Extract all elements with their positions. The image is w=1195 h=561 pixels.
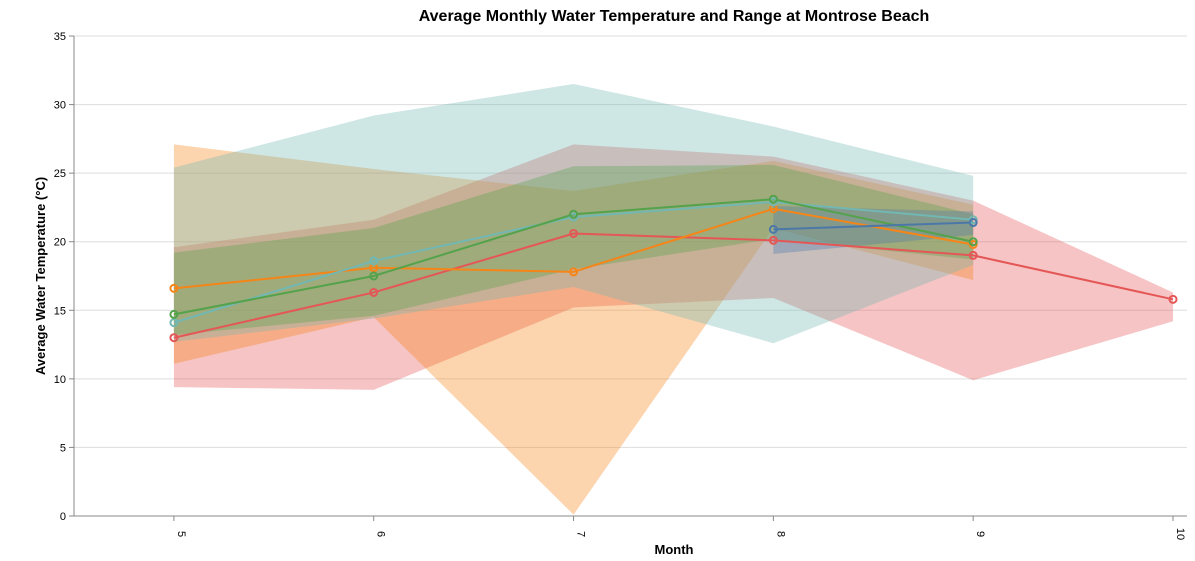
series-line-5 <box>773 221 974 231</box>
y-tick-label: 25 <box>54 168 66 180</box>
data-point[interactable] <box>169 318 179 328</box>
data-point[interactable] <box>569 267 579 277</box>
x-tick-label: 5 <box>175 531 187 537</box>
data-point[interactable] <box>968 250 978 260</box>
x-tick-label: 6 <box>375 531 387 537</box>
grid <box>74 35 1187 517</box>
y-tick-label: 30 <box>54 100 66 112</box>
series-line-1 <box>173 232 1174 339</box>
data-point[interactable] <box>569 228 579 238</box>
data-point[interactable] <box>968 218 978 228</box>
y-tick-label: 20 <box>54 237 66 249</box>
y-tick-label: 15 <box>54 305 66 317</box>
y-tick-label: 0 <box>60 511 66 523</box>
y-tick-label: 35 <box>54 31 66 43</box>
y-tick-label: 10 <box>54 374 66 386</box>
y-axis-label: Average Water Temperature (°C) <box>33 177 48 375</box>
data-point[interactable] <box>768 194 778 204</box>
data-point[interactable] <box>968 237 978 247</box>
x-tick-label: 7 <box>575 531 587 537</box>
data-point[interactable] <box>169 333 179 343</box>
data-point[interactable] <box>169 309 179 319</box>
series-line-2 <box>173 207 974 290</box>
data-point[interactable] <box>369 287 379 297</box>
data-point[interactable] <box>1168 294 1178 304</box>
data-point[interactable] <box>369 271 379 281</box>
axes: 0 5 10 15 20 25 30 35 5 6 7 8 9 10 <box>54 31 1187 540</box>
range-band-2 <box>173 144 974 515</box>
series-points <box>169 194 1178 343</box>
data-point[interactable] <box>768 235 778 245</box>
data-point[interactable] <box>169 283 179 293</box>
x-axis-label: Month <box>655 542 694 557</box>
data-point[interactable] <box>369 256 379 266</box>
data-point[interactable] <box>768 224 778 234</box>
range-band-1 <box>173 144 1174 390</box>
y-tick-label: 5 <box>60 442 66 454</box>
x-tick-label: 9 <box>974 531 986 537</box>
range-bands <box>173 84 1174 515</box>
x-tick-label: 10 <box>1174 528 1186 540</box>
x-tick-label: 8 <box>774 531 786 537</box>
chart-title: Average Monthly Water Temperature and Ra… <box>419 8 930 25</box>
data-point[interactable] <box>569 209 579 219</box>
